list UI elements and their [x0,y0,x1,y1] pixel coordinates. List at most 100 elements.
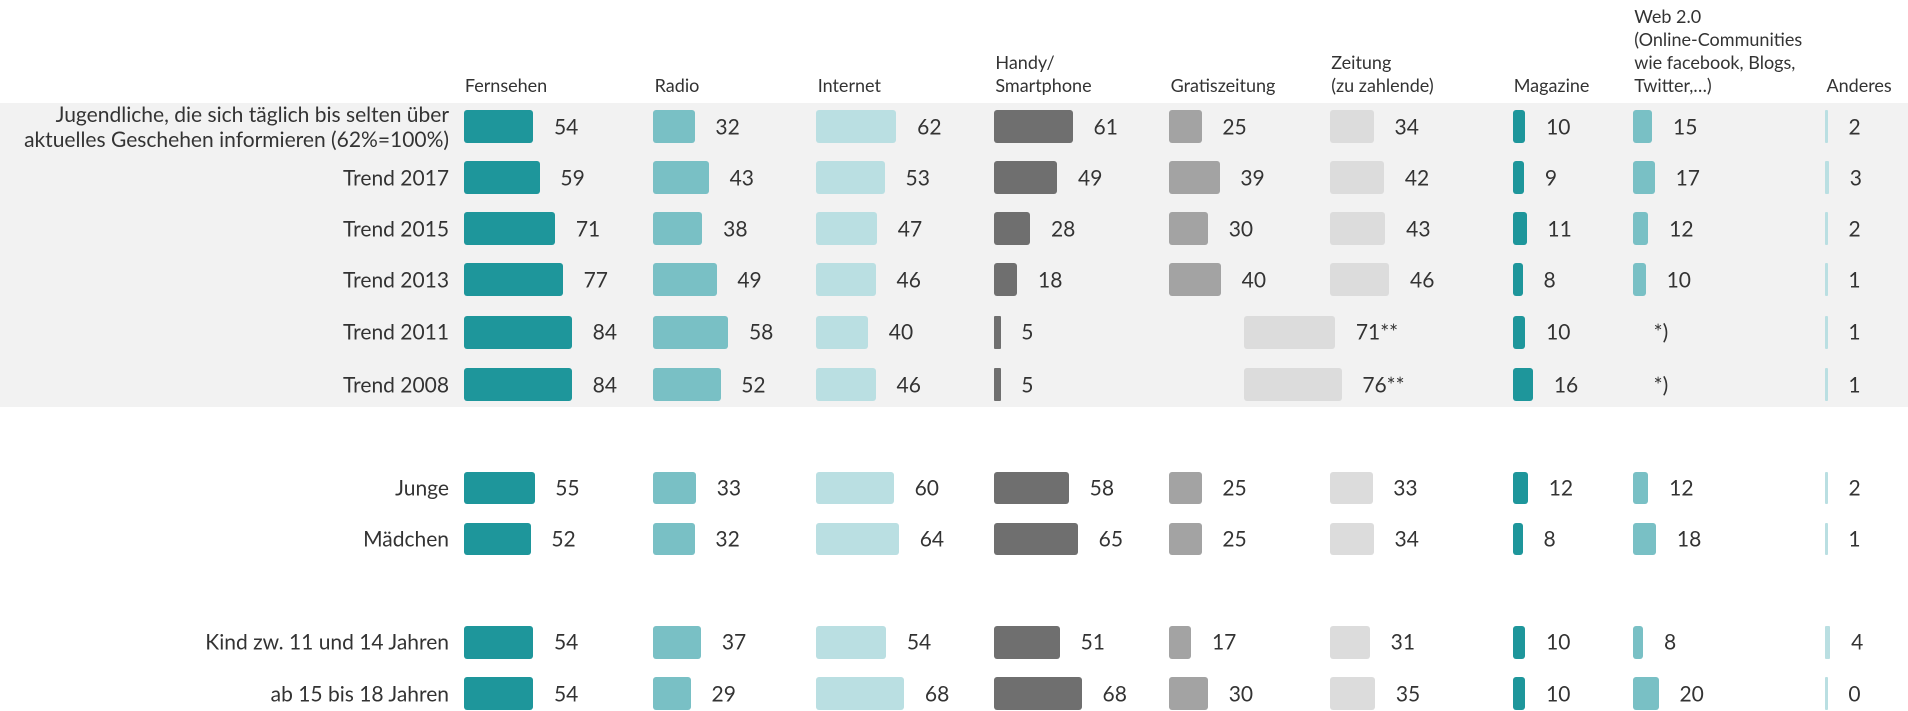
value-label: 76** [1362,372,1405,398]
value-label: 42 [1404,165,1430,191]
value-label: 1 [1848,526,1861,552]
row-label: Junge [395,475,450,501]
bar [816,212,878,246]
value-label: 31 [1390,629,1416,655]
value-label: 15 [1673,114,1698,140]
bar [1243,315,1336,349]
value-label: 10 [1546,114,1571,140]
value-label: 32 [715,526,740,552]
bar [1330,626,1370,659]
value-label: 30 [1228,216,1254,242]
value-label: 2 [1848,475,1861,501]
bar [1330,522,1374,556]
value-label: 68 [1102,681,1127,707]
bar [1169,263,1221,297]
value-label: 17 [1211,629,1237,655]
value-label: 35 [1395,681,1421,707]
value-label: 0 [1848,681,1861,707]
value-label: 34 [1394,114,1419,140]
bar [994,110,1073,143]
bar [1632,110,1653,143]
value-label: 71** [1355,319,1399,345]
bar [816,315,869,349]
bar [1825,626,1831,659]
bar [1632,212,1649,246]
bar [1330,263,1390,297]
value-label: 4 [1851,629,1864,655]
bar [1825,522,1828,556]
value-label: 47 [897,216,923,242]
bar [816,110,897,143]
value-label: 54 [906,629,932,655]
column-header: Internet [817,74,881,97]
value-label: 53 [905,165,930,191]
column-header: Web 2.0 (Online-Communities wie facebook… [1634,5,1803,97]
bar [463,110,534,143]
band-background [0,103,1908,407]
value-label: 12 [1669,475,1694,501]
value-label: 37 [721,629,747,655]
value-label: 3 [1849,165,1862,191]
value-label: 5 [1021,372,1034,398]
bar [1825,677,1828,710]
value-label: 40 [1241,267,1267,293]
value-label: 17 [1675,165,1700,191]
value-label: 58 [1089,475,1115,501]
bar [1512,522,1523,556]
bar [1169,626,1192,659]
value-label: 25 [1222,475,1247,501]
bar [463,161,540,195]
bar [1825,263,1828,297]
value-label: 1 [1848,267,1861,293]
column-header: Fernsehen [464,74,548,97]
bar [463,263,563,297]
value-label: 46 [896,372,921,398]
row-label: Trend 2013 [343,267,450,293]
column-header: Handy/ Smartphone [995,51,1092,97]
bar [653,368,721,401]
bar [994,626,1060,659]
bar [1512,110,1526,143]
bar [1169,677,1209,710]
bar [994,471,1069,505]
value-label: 12 [1548,475,1574,501]
bar [1169,522,1202,556]
value-label: 10 [1666,267,1691,293]
value-label: 10 [1546,629,1571,655]
value-label: 71 [575,216,601,242]
value-label: 16 [1553,372,1579,398]
value-label: 46 [1410,267,1435,293]
bar [816,626,887,659]
bar [1512,626,1526,659]
bar [816,522,900,556]
value-label: 38 [723,216,748,242]
value-label: 12 [1669,216,1694,242]
column-header: Zeitung (zu zahlende) [1331,51,1434,97]
bar [463,626,534,659]
bar [1825,161,1830,195]
value-label: 54 [553,681,579,707]
value-label: *) [1653,319,1669,345]
bar [1632,263,1646,297]
bar [1512,212,1527,246]
value-label: 33 [1393,475,1418,501]
bar [653,110,695,143]
bar [1512,161,1525,195]
row-label: Trend 2017 [343,165,450,191]
value-label: 43 [729,165,754,191]
bar [994,368,1001,401]
bar [1825,212,1828,246]
value-label: 30 [1228,681,1254,707]
value-label: 49 [737,267,762,293]
bar [1169,471,1202,505]
bar [816,161,885,195]
value-label: *) [1653,372,1669,398]
row-label: Kind zw. 11 und 14 Jahren [205,629,450,655]
value-label: 49 [1078,165,1103,191]
bar [653,471,696,505]
value-label: 61 [1093,114,1118,140]
value-label: 54 [553,629,579,655]
value-label: 1 [1848,319,1861,345]
bar [1632,626,1644,659]
